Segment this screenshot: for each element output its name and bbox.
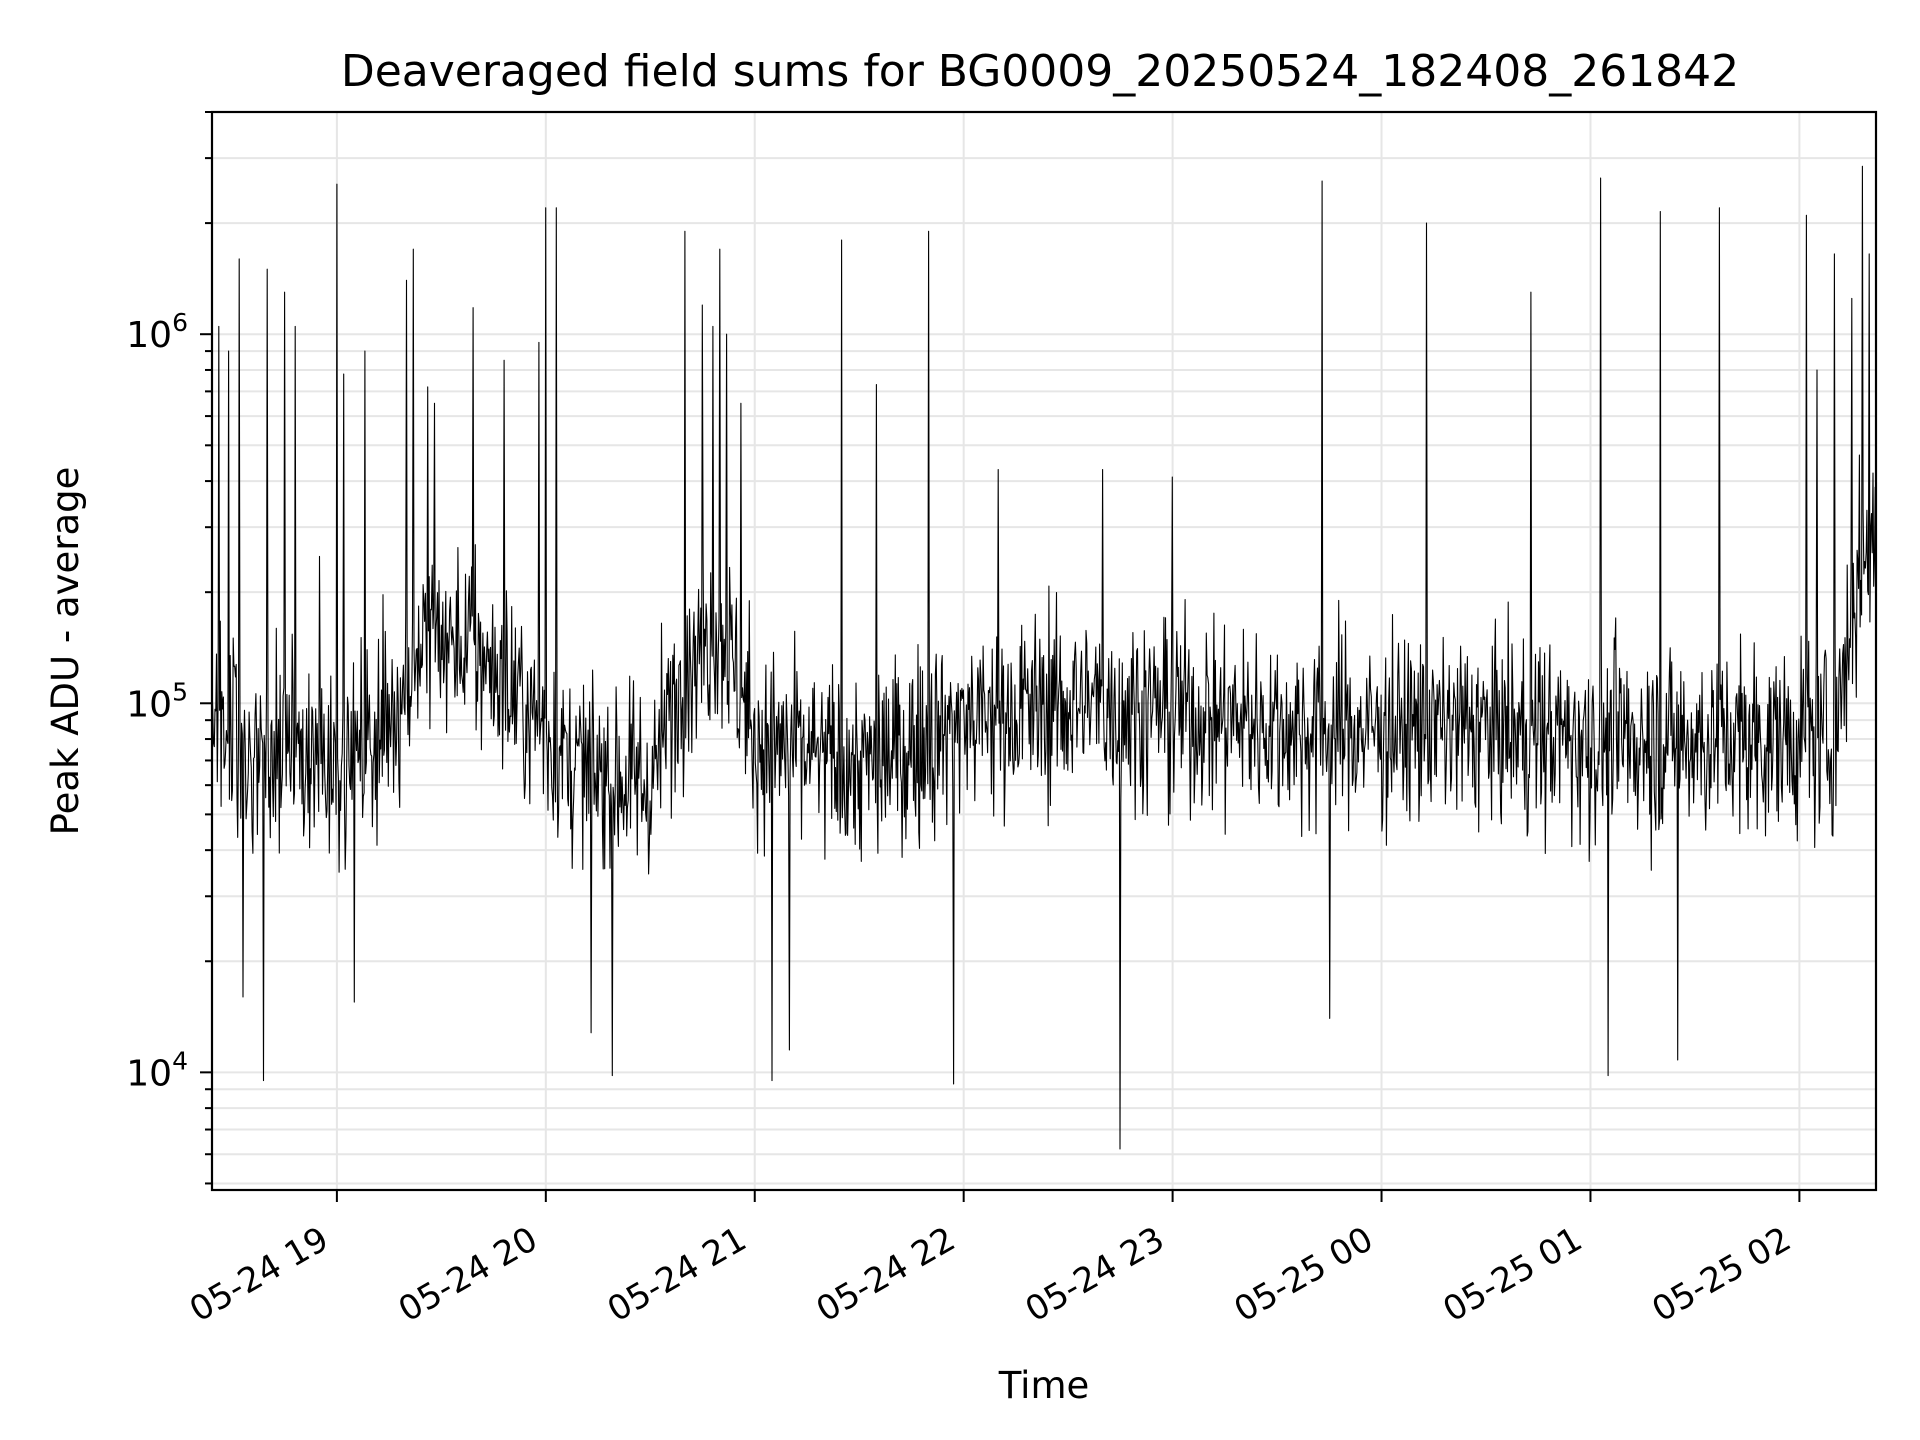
x-tick-label: 05-24 23 [1019,1219,1171,1330]
x-tick-label: 05-24 19 [183,1219,335,1330]
x-tick-label: 05-25 00 [1228,1219,1380,1330]
y-tick-label: 104 [126,1046,188,1094]
x-tick-label: 05-24 21 [601,1219,753,1330]
y-tick-label: 105 [126,677,188,725]
x-tick-label: 05-25 02 [1645,1219,1797,1330]
x-tick-label: 05-24 22 [810,1219,962,1330]
x-axis-label: Time [998,1364,1090,1407]
series-line [211,165,1877,1150]
y-tick-label: 106 [126,308,188,356]
y-axis-label: Peak ADU - average [44,467,87,836]
x-tick-label: 05-24 20 [392,1219,544,1330]
plot-frame [210,110,1878,1192]
x-tick-label: 05-25 01 [1437,1219,1589,1330]
chart-title: Deaveraged field sums for BG0009_2025052… [341,46,1739,97]
